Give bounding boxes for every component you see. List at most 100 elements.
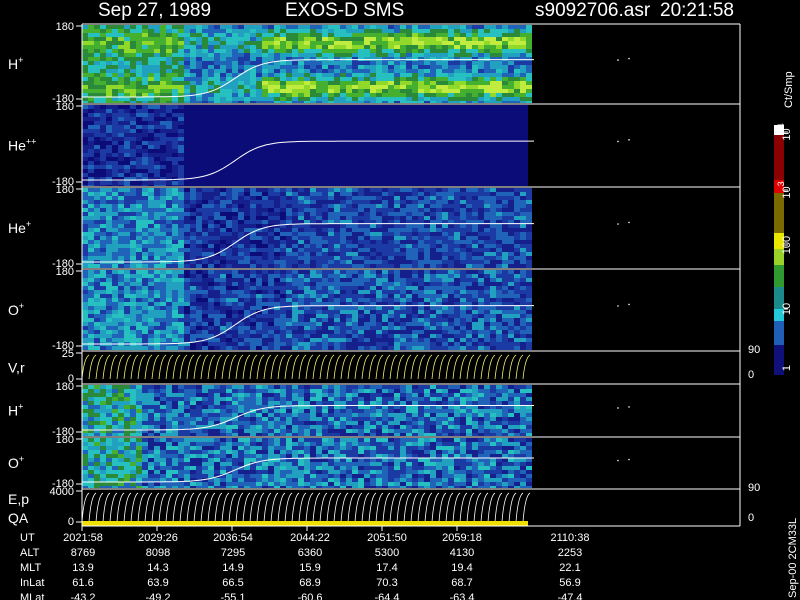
spectro-cell [442,29,448,33]
spectro-cell [460,306,466,310]
spectro-cell [100,421,106,425]
spectro-cell [232,290,238,294]
spectro-cell [334,252,340,256]
spectro-cell [280,290,286,294]
spectro-cell [232,260,238,264]
spectro-cell [238,264,244,268]
spectro-cell [154,322,160,326]
spectro-cell [250,314,256,318]
spectro-cell [496,306,502,310]
spectro-cell [118,165,124,169]
spectro-cell [190,318,196,322]
spectro-cell [508,310,514,314]
spectro-cell [358,224,364,228]
spectro-cell [142,173,148,177]
spectro-cell [346,216,352,220]
spectro-cell [310,232,316,236]
spectro-cell [94,200,100,204]
spectro-cell [202,57,208,61]
spectro-cell [178,121,184,125]
spectro-cell [142,77,148,81]
spectro-cell [394,274,400,278]
spectro-cell [160,236,166,240]
spectro-cell [484,25,490,29]
spectro-cell [502,25,508,29]
spectro-cell [520,65,526,69]
spectro-cell [226,29,232,33]
spectro-cell [172,53,178,57]
spectro-cell [382,188,388,192]
spectro-cell [382,81,388,85]
spectro-cell [244,342,250,346]
spectro-cell [460,252,466,256]
spectro-cell [94,77,100,81]
spectro-cell [160,129,166,133]
spectro-cell [478,294,484,298]
spectro-cell [376,270,382,274]
spectro-cell [184,200,190,204]
spectro-cell [250,204,256,208]
spectro-cell [304,200,310,204]
spectro-cell [112,256,118,260]
spectro-cell [148,89,154,93]
spectro-cell [88,165,94,169]
spectro-cell [142,97,148,101]
spectro-cell [454,256,460,260]
spectro-cell [124,310,130,314]
spectro-cell [286,69,292,73]
spectro-cell [154,256,160,260]
spectro-cell [256,93,262,97]
spectro-cell [100,252,106,256]
spectro-cell [502,93,508,97]
spectro-cell [508,302,514,306]
spectro-cell [148,330,154,334]
spectro-cell [238,290,244,294]
pitch-curve [82,223,534,263]
spectro-cell [178,338,184,342]
spectro-cell [94,270,100,274]
spectro-cell [370,220,376,224]
spectro-cell [280,224,286,228]
spectro-cell [418,286,424,290]
spectro-cell [280,244,286,248]
spectro-cell [436,89,442,93]
spectro-cell [490,260,496,264]
spectro-cell [142,421,148,425]
spectro-cell [364,208,370,212]
spectro-cell [256,204,262,208]
spectro-cell [232,73,238,77]
spectro-cell [88,278,94,282]
spectro-cell [430,346,436,350]
spectro-cell [154,153,160,157]
spectro-cell [190,89,196,93]
spectro-cell [130,93,136,97]
spectro-cell [340,212,346,216]
spectro-cell [430,286,436,290]
spectro-cell [514,314,520,318]
spectro-cell [328,57,334,61]
spectro-cell [508,338,514,342]
spectro-cell [172,220,178,224]
spectro-cell [112,41,118,45]
spectro-cell [520,49,526,53]
spectro-cell [310,286,316,290]
spectro-cell [496,334,502,338]
spectro-cell [94,157,100,161]
spectro-cell [106,89,112,93]
spectro-cell [334,224,340,228]
spectro-cell [280,93,286,97]
spectro-cell [124,181,130,185]
spectro-cell [364,89,370,93]
spectro-cell [232,302,238,306]
spectro-cell [250,342,256,346]
hook [109,354,118,380]
spectro-cell [214,282,220,286]
spectro-cell [286,330,292,334]
spectro-cell [454,310,460,314]
spectro-cell [112,314,118,318]
spectro-cell [82,236,88,240]
spectro-cell [172,286,178,290]
spectro-cell [100,282,106,286]
spectro-cell [340,338,346,342]
spectro-cell [196,49,202,53]
